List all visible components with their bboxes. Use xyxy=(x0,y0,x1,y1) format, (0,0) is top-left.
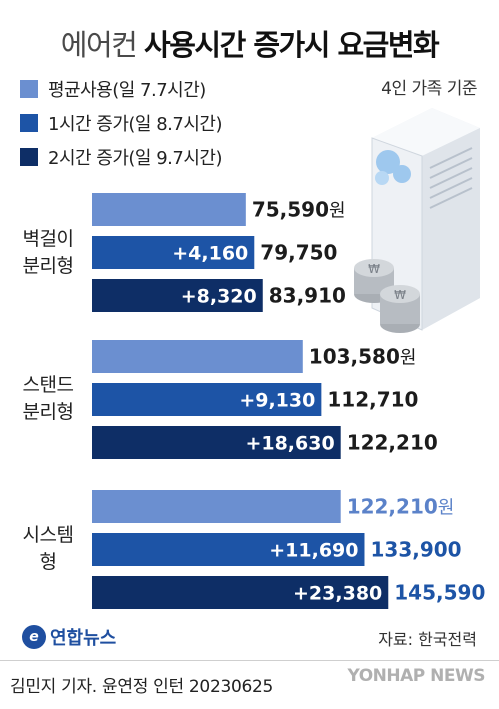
value-label-c0-s0: 75,590원 xyxy=(252,198,346,222)
value-label-c1-s1: 112,710 xyxy=(327,388,418,412)
legend-label-2h: 2시간 증가(일 9.7시간) xyxy=(48,148,223,169)
increase-label-c1-s1: +9,130 xyxy=(239,390,315,412)
bar-c1-s1 xyxy=(92,383,322,416)
legend-label-avg: 평균사용(일 7.7시간) xyxy=(48,80,206,101)
bar-c0-s0 xyxy=(92,193,246,226)
category-label-system: 시스템 형 xyxy=(6,522,90,576)
value-label-c1-s2: 122,210 xyxy=(347,431,438,455)
watermark: YONHAP NEWS xyxy=(347,666,486,686)
increase-label-c1-s2: +18,630 xyxy=(245,433,334,455)
logo-text: 연합뉴스 xyxy=(50,628,117,649)
svg-text:₩: ₩ xyxy=(368,262,380,276)
yonhap-logo: e 연합뉴스 xyxy=(22,624,116,650)
category-label-stand: 스탠드 분리형 xyxy=(6,372,90,426)
bar-c2-s1 xyxy=(92,533,365,566)
value-label-c2-s2: 145,590 xyxy=(394,581,485,605)
category-label-system-line2: 형 xyxy=(39,551,57,573)
credit-text: 김민지 기자. 윤연정 인턴 20230625 xyxy=(10,677,274,697)
svg-text:₩: ₩ xyxy=(394,288,406,302)
bar-c0-s2 xyxy=(92,279,263,312)
value-label-c0-s1: 79,750 xyxy=(260,241,337,265)
increase-label-c0-s2: +8,320 xyxy=(181,286,257,308)
value-label-c2-s0: 122,210원 xyxy=(347,495,455,519)
bar-c1-s2 xyxy=(92,426,341,459)
category-label-stand-line2: 분리형 xyxy=(22,401,74,423)
title-light: 에어컨 xyxy=(60,28,138,62)
bar-c2-s2 xyxy=(92,576,389,609)
category-label-stand-line1: 스탠드 xyxy=(22,374,74,396)
source-text: 자료: 한국전력 xyxy=(378,630,477,649)
yonhap-logo-icon: e xyxy=(22,625,46,649)
legend-swatch-1h xyxy=(20,114,38,132)
legend-item-1h: 1시간 증가(일 8.7시간) xyxy=(20,106,223,140)
legend-swatch-avg xyxy=(20,80,38,98)
category-label-wall-line2: 분리형 xyxy=(22,255,74,277)
legend-label-1h: 1시간 증가(일 8.7시간) xyxy=(48,114,223,135)
legend: 평균사용(일 7.7시간) 1시간 증가(일 8.7시간) 2시간 증가(일 9… xyxy=(20,72,223,174)
value-label-c2-s1: 133,900 xyxy=(370,538,461,562)
category-label-wall: 벽걸이 분리형 xyxy=(6,226,90,280)
bar-c1-s0 xyxy=(92,340,303,373)
increase-label-c2-s2: +23,380 xyxy=(293,583,382,605)
legend-item-avg: 평균사용(일 7.7시간) xyxy=(20,72,222,106)
value-label-c1-s0: 103,580원 xyxy=(309,345,417,369)
footer-divider xyxy=(0,660,499,661)
increase-label-c0-s1: +4,160 xyxy=(172,243,248,265)
air-conditioner-illustration: ₩ ₩ xyxy=(354,108,480,333)
bar-c2-s0 xyxy=(92,490,341,523)
bar-c0-s1 xyxy=(92,236,255,269)
category-label-wall-line1: 벽걸이 xyxy=(22,228,74,250)
legend-swatch-2h xyxy=(20,148,38,166)
chart-title: 에어컨 사용시간 증가시 요금변화 xyxy=(0,22,499,64)
coin-stack-icon: ₩ ₩ xyxy=(354,259,420,333)
legend-item-2h: 2시간 증가(일 9.7시간) xyxy=(20,140,223,174)
title-bold: 사용시간 증가시 요금변화 xyxy=(144,28,440,62)
family-note: 4인 가족 기준 xyxy=(381,79,477,99)
increase-label-c2-s1: +11,690 xyxy=(269,540,358,562)
value-label-c0-s2: 83,910 xyxy=(269,284,346,308)
category-label-system-line1: 시스템 xyxy=(22,524,74,546)
